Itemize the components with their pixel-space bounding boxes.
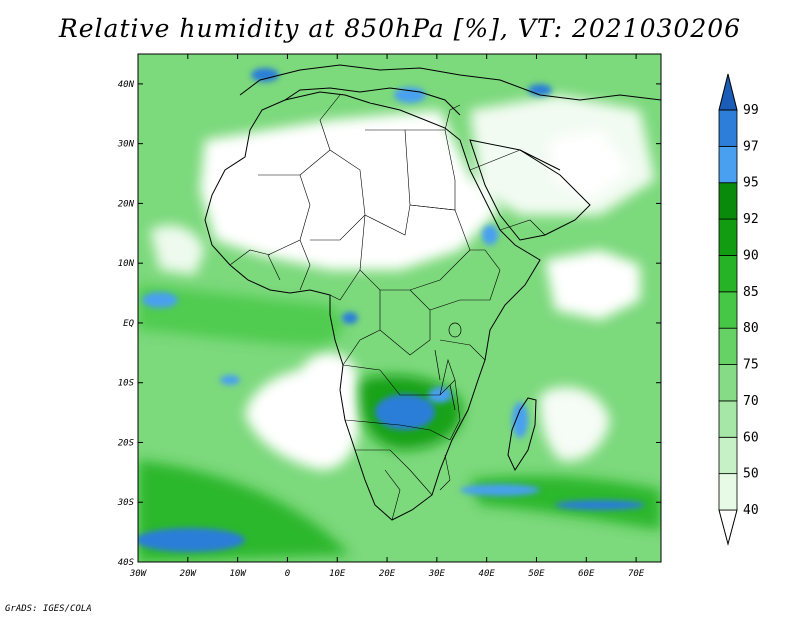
colorbar-level-label: 60 — [743, 430, 759, 445]
colorbar-level-label: 99 — [743, 103, 759, 118]
colorbar-level-label: 92 — [743, 212, 759, 227]
humidity-field — [138, 54, 661, 562]
lat-tick-label: 30S — [117, 498, 135, 508]
lat-tick-label: 40N — [118, 80, 135, 90]
colorbar-level-label: 80 — [743, 321, 759, 336]
colorbar-segment — [718, 145, 738, 184]
colorbar-segment — [718, 182, 738, 220]
coastlines — [204, 64, 661, 521]
africa-coastline — [204, 91, 541, 521]
lat-tick-label: 20S — [118, 438, 135, 448]
colorbar-segment — [718, 255, 738, 293]
lon-tick-label: 20E — [379, 569, 396, 579]
colorbar-level-label: 95 — [743, 176, 759, 191]
map-title: Relative humidity at 850hPa [%], VT: 202… — [58, 14, 742, 43]
colorbar-segment — [718, 400, 738, 438]
colorbar-segment — [718, 218, 738, 256]
lon-tick-label: 40E — [479, 569, 496, 579]
lat-tick-label: 10N — [118, 259, 135, 269]
colorbar-segment — [718, 473, 738, 511]
colorbar-segment — [718, 436, 738, 475]
colorbar-level-label: 50 — [743, 467, 759, 482]
lon-tick-label: 30E — [428, 569, 446, 579]
lon-tick-label: 50E — [528, 569, 545, 579]
lon-tick-label: 60E — [578, 569, 595, 579]
colorbar: 40 50 60 70 75 80 85 90 92 95 97 99 — [718, 73, 759, 546]
colorbar-segment — [718, 364, 738, 402]
saturated-areas — [138, 68, 645, 552]
lat-axis: 40N 30N 20N 10N EQ 10S 20S 30S 40S — [117, 80, 661, 568]
lon-tick-label: 0 — [285, 569, 290, 579]
lat-tick-label: 30N — [117, 140, 135, 150]
map-frame — [137, 53, 662, 563]
persian-gulf — [519, 149, 561, 171]
lakes — [434, 322, 462, 411]
colorbar-level-label: 75 — [743, 358, 759, 373]
lat-tick-label: 20N — [118, 199, 135, 209]
colorbar-level-label: 40 — [743, 503, 759, 518]
lon-tick-label: 20W — [180, 569, 198, 579]
lat-tick-label: 40S — [118, 558, 135, 568]
dry-areas — [150, 95, 655, 470]
lon-tick-label: 70E — [628, 569, 645, 579]
country-borders — [229, 94, 546, 521]
mediterranean-coast — [284, 87, 461, 116]
colorbar-level-label: 70 — [743, 394, 759, 409]
colorbar-level-label: 90 — [743, 248, 759, 263]
colorbar-low-arrow — [718, 509, 738, 546]
lon-tick-label: 10E — [329, 569, 346, 579]
lat-tick-label: 10S — [118, 379, 135, 389]
grads-credit: GrADS: IGES/COLA — [5, 604, 92, 614]
lon-tick-label: 30W — [129, 569, 148, 579]
colorbar-segment — [718, 327, 738, 365]
lat-tick-label: EQ — [123, 319, 134, 329]
arabia-coastline — [469, 139, 591, 241]
lon-tick-label: 10W — [229, 569, 247, 579]
colorbar-high-arrow — [718, 73, 738, 111]
madagascar-coastline — [507, 397, 537, 472]
colorbar-segment — [718, 109, 738, 147]
colorbar-level-label: 97 — [743, 139, 759, 154]
colorbar-segment — [718, 291, 738, 329]
lon-axis: 30W 20W 10W 0 10E 20E 30E 40E 50E 60E 70E — [129, 54, 645, 579]
colorbar-level-label: 85 — [743, 285, 759, 300]
europe-coastline — [239, 64, 661, 101]
